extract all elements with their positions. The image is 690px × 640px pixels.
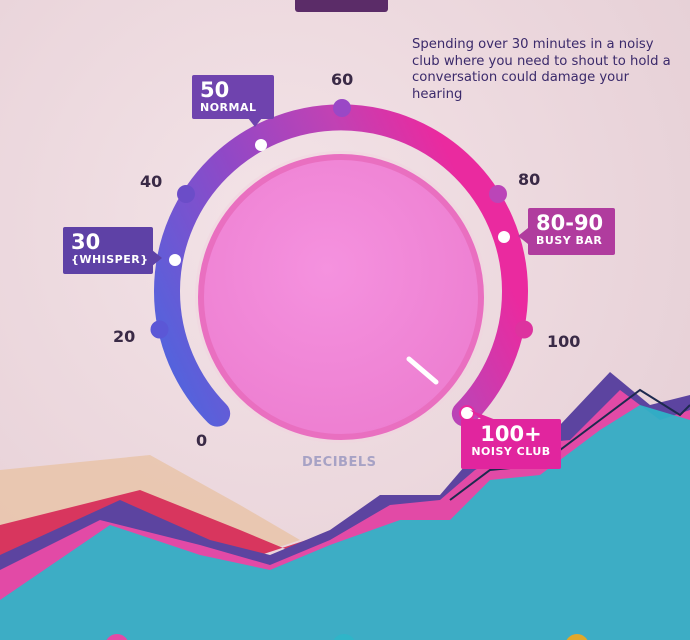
tick-label-100: 100 bbox=[547, 332, 581, 351]
level-name: NOISY CLUB bbox=[471, 445, 551, 458]
tick-label-20: 20 bbox=[113, 327, 136, 346]
level-value: 30 bbox=[71, 230, 101, 254]
tick-dot-20 bbox=[150, 320, 169, 339]
label-50-pointer bbox=[248, 118, 262, 127]
tick-dot-40 bbox=[177, 185, 195, 203]
tick-dot-100 bbox=[515, 320, 533, 339]
level-name: {WHISPER} bbox=[71, 253, 149, 266]
tick-label-40: 40 bbox=[140, 172, 163, 191]
tick-dot-80 bbox=[489, 185, 507, 203]
gauge-needle bbox=[406, 356, 439, 385]
marker-normal bbox=[255, 139, 267, 151]
decorative-wave-graph bbox=[0, 372, 690, 640]
marker-whisper bbox=[169, 254, 181, 266]
tick-label-60: 60 bbox=[331, 70, 354, 89]
level-label-noisy-club: 100+ NOISY CLUB bbox=[461, 419, 561, 469]
tick-label-80: 80 bbox=[518, 170, 541, 189]
level-label-normal: 50 NORMAL bbox=[192, 75, 274, 119]
legend-dot-teal bbox=[333, 634, 355, 640]
level-label-whisper: 30 {WHISPER} bbox=[63, 227, 153, 274]
marker-busy-bar bbox=[498, 231, 510, 243]
gauge-axis-title: DECIBELS bbox=[302, 455, 377, 470]
intro-text: Spending over 30 minutes in a noisy club… bbox=[412, 37, 671, 102]
label-80-pointer bbox=[518, 228, 528, 244]
level-label-busy-bar: 80-90 BUSY BAR bbox=[528, 208, 615, 255]
marker-noisy-club bbox=[459, 405, 475, 421]
label-30-pointer bbox=[152, 250, 162, 266]
legend-dot-yellow bbox=[566, 634, 588, 640]
tick-label-0: 0 bbox=[196, 431, 208, 450]
gauge-face bbox=[195, 151, 487, 443]
level-name: BUSY BAR bbox=[536, 234, 603, 247]
level-value: 50 bbox=[200, 78, 230, 102]
level-value: 80-90 bbox=[536, 211, 604, 235]
level-name: NORMAL bbox=[200, 101, 257, 114]
top-header-tab bbox=[295, 0, 388, 12]
legend-dot-pink bbox=[106, 634, 128, 640]
gauge-arc bbox=[150, 99, 533, 427]
level-value: 100+ bbox=[480, 422, 542, 446]
label-100-pointer bbox=[470, 410, 496, 420]
tick-dot-60 bbox=[333, 99, 351, 117]
